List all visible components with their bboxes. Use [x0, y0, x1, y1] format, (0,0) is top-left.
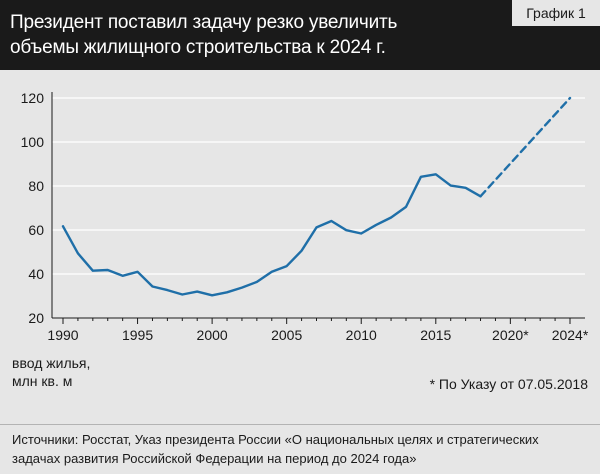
x-tick-label-2020*: 2020*: [492, 327, 529, 343]
series-line-target: [481, 98, 571, 196]
x-tick-label-1990: 1990: [47, 327, 78, 343]
grid-layer: [52, 98, 585, 274]
sources-note: Источники: Росстат, Указ президента Росс…: [0, 424, 600, 475]
y-tick-label-20: 20: [28, 310, 44, 326]
chart-title-line-1: Президент поставил задачу резко увеличит…: [10, 10, 450, 35]
y-tick-label-60: 60: [28, 222, 44, 238]
y-axis-label-line-2: млн кв. м: [12, 372, 112, 390]
chart-header: Президент поставил задачу резко увеличит…: [0, 0, 600, 70]
y-axis-label-line-1: ввод жилья,: [12, 354, 112, 372]
series-layer: [63, 98, 570, 295]
series-line-actual: [63, 174, 481, 295]
sources-line-1: Источники: Росстат, Указ президента Росс…: [12, 430, 588, 449]
sources-line-2: задачах развития Российской Федерации на…: [12, 449, 588, 468]
chart-number-tag: График 1: [512, 0, 600, 26]
y-axis-label: ввод жилья, млн кв. м: [12, 354, 112, 390]
axis-layer: [52, 92, 585, 324]
y-tick-label-100: 100: [21, 134, 45, 150]
y-tick-label-80: 80: [28, 178, 44, 194]
tick-label-layer: 20 40 60 80 100 120 1990 1995 2000 2005 2010 2015 20…: [21, 90, 589, 343]
x-tick-label-2015: 2015: [420, 327, 451, 343]
x-tick-label-2005: 2005: [271, 327, 302, 343]
chart-title: Президент поставил задачу резко увеличит…: [10, 10, 450, 60]
footnote: * По Указу от 07.05.2018: [430, 376, 588, 392]
x-tick-label-2024*: 2024*: [552, 327, 589, 343]
y-tick-label-40: 40: [28, 266, 44, 282]
x-tick-label-1995: 1995: [122, 327, 153, 343]
y-tick-label-120: 120: [21, 90, 45, 106]
chart-title-line-2: объемы жилищного строительства к 2024 г.: [10, 35, 450, 60]
x-tick-label-2010: 2010: [346, 327, 377, 343]
x-tick-label-2000: 2000: [197, 327, 228, 343]
